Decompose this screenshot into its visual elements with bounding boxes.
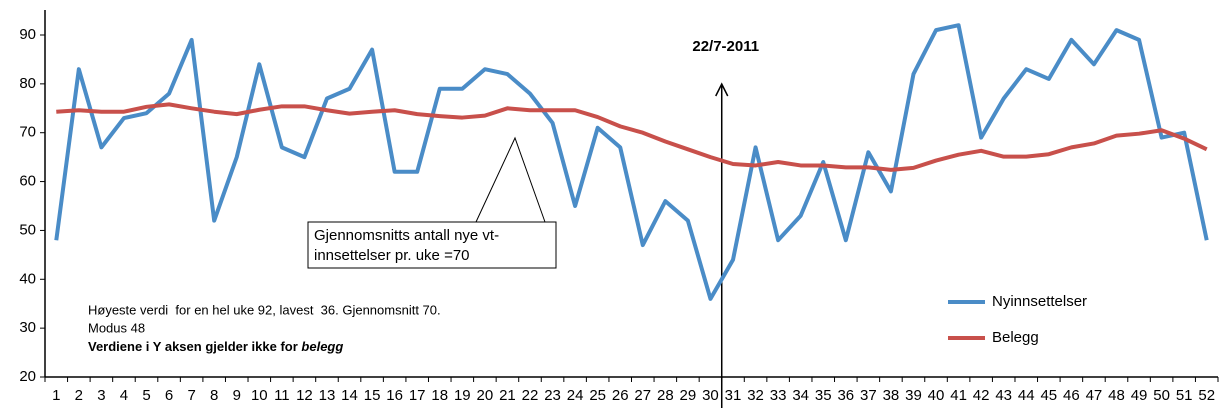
x-tick-label: 12 xyxy=(296,387,313,404)
x-tick-label: 3 xyxy=(97,387,105,404)
x-tick-label: 23 xyxy=(544,387,561,404)
x-tick-label: 10 xyxy=(251,387,268,404)
x-tick-label: 32 xyxy=(747,387,764,404)
y-tick-label: 20 xyxy=(19,368,36,385)
x-tick-label: 34 xyxy=(792,387,809,404)
y-tick-label: 60 xyxy=(19,173,36,190)
x-tick-label: 51 xyxy=(1176,387,1193,404)
callout-pointer xyxy=(475,136,546,223)
x-tick-label: 25 xyxy=(589,387,606,404)
x-tick-label: 48 xyxy=(1108,387,1125,404)
date-marker-label: 22/7-2011 xyxy=(692,38,759,55)
x-tick-label: 47 xyxy=(1086,387,1103,404)
x-tick-label: 4 xyxy=(120,387,128,404)
callout-box xyxy=(307,221,557,269)
x-tick-label: 1 xyxy=(52,387,60,404)
x-tick-label: 31 xyxy=(725,387,742,404)
x-tick-label: 2 xyxy=(75,387,83,404)
x-tick-label: 21 xyxy=(499,387,516,404)
x-tick-label: 38 xyxy=(883,387,900,404)
x-tick-label: 5 xyxy=(142,387,150,404)
x-tick-label: 39 xyxy=(905,387,922,404)
note-bold-part: Verdiene i Y aksen gjelder ikke for xyxy=(88,339,298,354)
x-tick-label: 36 xyxy=(837,387,854,404)
note-bold: Verdiene i Y aksen gjelder ikke for bele… xyxy=(88,339,343,354)
x-tick-label: 37 xyxy=(860,387,877,404)
x-tick-label: 15 xyxy=(364,387,381,404)
x-tick-label: 14 xyxy=(341,387,358,404)
x-tick-label: 45 xyxy=(1040,387,1057,404)
x-tick-label: 18 xyxy=(431,387,448,404)
x-tick-label: 46 xyxy=(1063,387,1080,404)
x-tick-label: 13 xyxy=(319,387,336,404)
x-tick-label: 11 xyxy=(274,387,290,404)
x-tick-label: 19 xyxy=(454,387,471,404)
x-tick-label: 41 xyxy=(950,387,967,404)
x-tick-label: 22 xyxy=(522,387,539,404)
x-tick-label: 6 xyxy=(165,387,173,404)
x-tick-label: 33 xyxy=(770,387,787,404)
x-tick-label: 28 xyxy=(657,387,674,404)
y-tick-label: 30 xyxy=(19,319,36,336)
note: Modus 48 xyxy=(88,320,145,335)
x-tick-label: 43 xyxy=(995,387,1012,404)
y-tick-label: 70 xyxy=(19,124,36,141)
x-tick-label: 49 xyxy=(1131,387,1148,404)
x-tick-label: 52 xyxy=(1198,387,1215,404)
date-marker-arrow xyxy=(715,82,729,97)
legend-label: Nyinnsettelser xyxy=(992,293,1087,310)
x-tick-label: 20 xyxy=(477,387,494,404)
callout-line: innsettelser pr. uke =70 xyxy=(314,247,470,264)
x-tick-label: 30 xyxy=(702,387,719,404)
x-tick-label: 7 xyxy=(187,387,195,404)
x-tick-label: 29 xyxy=(680,387,697,404)
y-tick-label: 80 xyxy=(19,75,36,92)
x-tick-label: 40 xyxy=(928,387,945,404)
legend-label: Belegg xyxy=(992,329,1039,346)
x-tick-label: 44 xyxy=(1018,387,1035,404)
y-tick-label: 90 xyxy=(19,26,36,43)
callout-line: Gjennomsnitts antall nye vt- xyxy=(314,227,499,244)
x-tick-label: 24 xyxy=(567,387,584,404)
series-line xyxy=(56,102,1208,172)
note-italic-part: belegg xyxy=(301,339,343,354)
x-tick-label: 50 xyxy=(1153,387,1170,404)
x-tick-label: 35 xyxy=(815,387,832,404)
y-tick-label: 50 xyxy=(19,221,36,238)
x-tick-label: 16 xyxy=(386,387,403,404)
x-tick-label: 42 xyxy=(973,387,990,404)
note: Høyeste verdi for en hel uke 92, lavest … xyxy=(88,302,441,317)
y-tick-label: 40 xyxy=(19,270,36,287)
x-tick-label: 8 xyxy=(210,387,218,404)
x-tick-label: 27 xyxy=(634,387,651,404)
x-tick-label: 9 xyxy=(233,387,241,404)
series-line xyxy=(54,23,1209,301)
x-tick-label: 17 xyxy=(409,387,426,404)
x-tick-label: 26 xyxy=(612,387,629,404)
